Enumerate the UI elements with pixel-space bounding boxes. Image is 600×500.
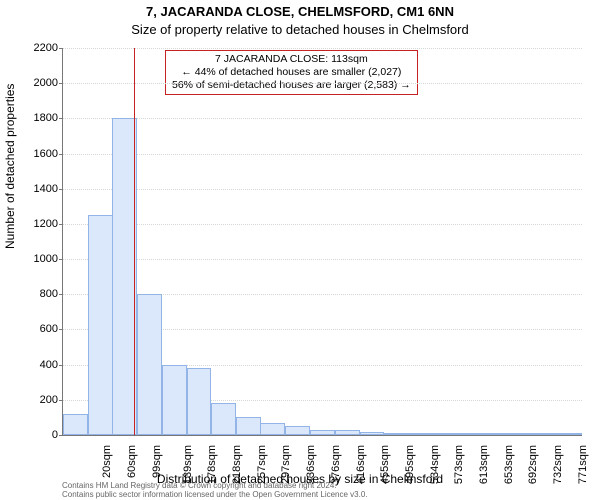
x-tick-label: 20sqm xyxy=(102,445,114,478)
histogram-bar xyxy=(532,433,557,435)
x-tick-label: 732sqm xyxy=(552,445,564,484)
y-tick-label: 1000 xyxy=(18,253,58,265)
gridline xyxy=(63,224,582,225)
histogram-bar xyxy=(557,433,582,435)
histogram-bar xyxy=(508,433,533,435)
gridline xyxy=(63,154,582,155)
y-tick-label: 400 xyxy=(18,359,58,371)
histogram-bar xyxy=(211,403,236,435)
callout-line-2: ← 44% of detached houses are smaller (2,… xyxy=(172,66,411,79)
histogram-bar xyxy=(360,432,385,435)
histogram-bar xyxy=(310,430,335,435)
y-tick xyxy=(59,259,63,260)
y-tick-label: 1200 xyxy=(18,218,58,230)
y-tick-label: 2200 xyxy=(18,42,58,54)
y-tick-label: 2000 xyxy=(18,77,58,89)
histogram-bar xyxy=(63,414,88,435)
x-tick-label: 139sqm xyxy=(182,445,194,484)
y-tick xyxy=(59,83,63,84)
gridline xyxy=(63,48,582,49)
footer-attribution: Contains HM Land Registry data © Crown c… xyxy=(62,482,368,500)
y-tick xyxy=(59,48,63,49)
y-tick xyxy=(59,118,63,119)
y-tick xyxy=(59,435,63,436)
histogram-bar xyxy=(88,215,113,435)
gridline xyxy=(63,83,582,84)
x-tick-label: 297sqm xyxy=(281,445,293,484)
callout-line-3: 56% of semi-detached houses are larger (… xyxy=(172,79,411,92)
footer-line-2: Contains public sector information licen… xyxy=(62,491,368,500)
x-tick-label: 613sqm xyxy=(478,445,490,484)
x-tick-label: 573sqm xyxy=(453,445,465,484)
x-tick-label: 99sqm xyxy=(151,445,163,478)
histogram-bar xyxy=(483,433,508,435)
y-tick-label: 1400 xyxy=(18,183,58,195)
histogram-bar xyxy=(187,368,212,435)
property-marker-line xyxy=(134,48,135,435)
histogram-bar xyxy=(335,430,360,435)
x-tick-label: 653sqm xyxy=(503,445,515,484)
histogram-bar xyxy=(458,433,483,435)
x-tick-label: 218sqm xyxy=(231,445,243,484)
x-tick-label: 257sqm xyxy=(256,445,268,484)
y-tick xyxy=(59,294,63,295)
histogram-bar xyxy=(409,433,434,435)
x-tick-label: 60sqm xyxy=(127,445,139,478)
x-tick-label: 455sqm xyxy=(379,445,391,484)
y-tick xyxy=(59,154,63,155)
gridline xyxy=(63,118,582,119)
y-tick xyxy=(59,224,63,225)
y-tick-label: 200 xyxy=(18,394,58,406)
y-tick-label: 0 xyxy=(18,429,58,441)
histogram-bar xyxy=(285,426,310,435)
y-tick-label: 1800 xyxy=(18,112,58,124)
y-tick xyxy=(59,329,63,330)
page-title: 7, JACARANDA CLOSE, CHELMSFORD, CM1 6NN xyxy=(0,4,600,19)
x-tick-label: 416sqm xyxy=(355,445,367,484)
histogram-bar xyxy=(236,417,261,435)
histogram-bar xyxy=(384,433,409,435)
y-axis-label: Number of detached properties xyxy=(3,84,17,249)
y-tick-label: 600 xyxy=(18,323,58,335)
x-tick-label: 495sqm xyxy=(404,445,416,484)
histogram-bar xyxy=(433,433,458,435)
y-tick xyxy=(59,189,63,190)
chart-subtitle: Size of property relative to detached ho… xyxy=(0,22,600,37)
histogram-bar xyxy=(260,423,285,435)
callout-box: 7 JACARANDA CLOSE: 113sqm ← 44% of detac… xyxy=(165,50,418,95)
y-tick xyxy=(59,365,63,366)
gridline xyxy=(63,189,582,190)
x-tick-label: 376sqm xyxy=(330,445,342,484)
y-tick-label: 1600 xyxy=(18,148,58,160)
x-tick-label: 692sqm xyxy=(527,445,539,484)
histogram-plot: 7 JACARANDA CLOSE: 113sqm ← 44% of detac… xyxy=(62,48,582,436)
gridline xyxy=(63,259,582,260)
histogram-bar xyxy=(162,365,187,435)
x-tick-label: 178sqm xyxy=(206,445,218,484)
histogram-bar xyxy=(137,294,162,435)
x-tick-label: 771sqm xyxy=(577,445,589,484)
callout-line-1: 7 JACARANDA CLOSE: 113sqm xyxy=(172,53,411,66)
x-tick-label: 336sqm xyxy=(305,445,317,484)
y-tick-label: 800 xyxy=(18,288,58,300)
y-tick xyxy=(59,400,63,401)
x-tick-label: 534sqm xyxy=(429,445,441,484)
